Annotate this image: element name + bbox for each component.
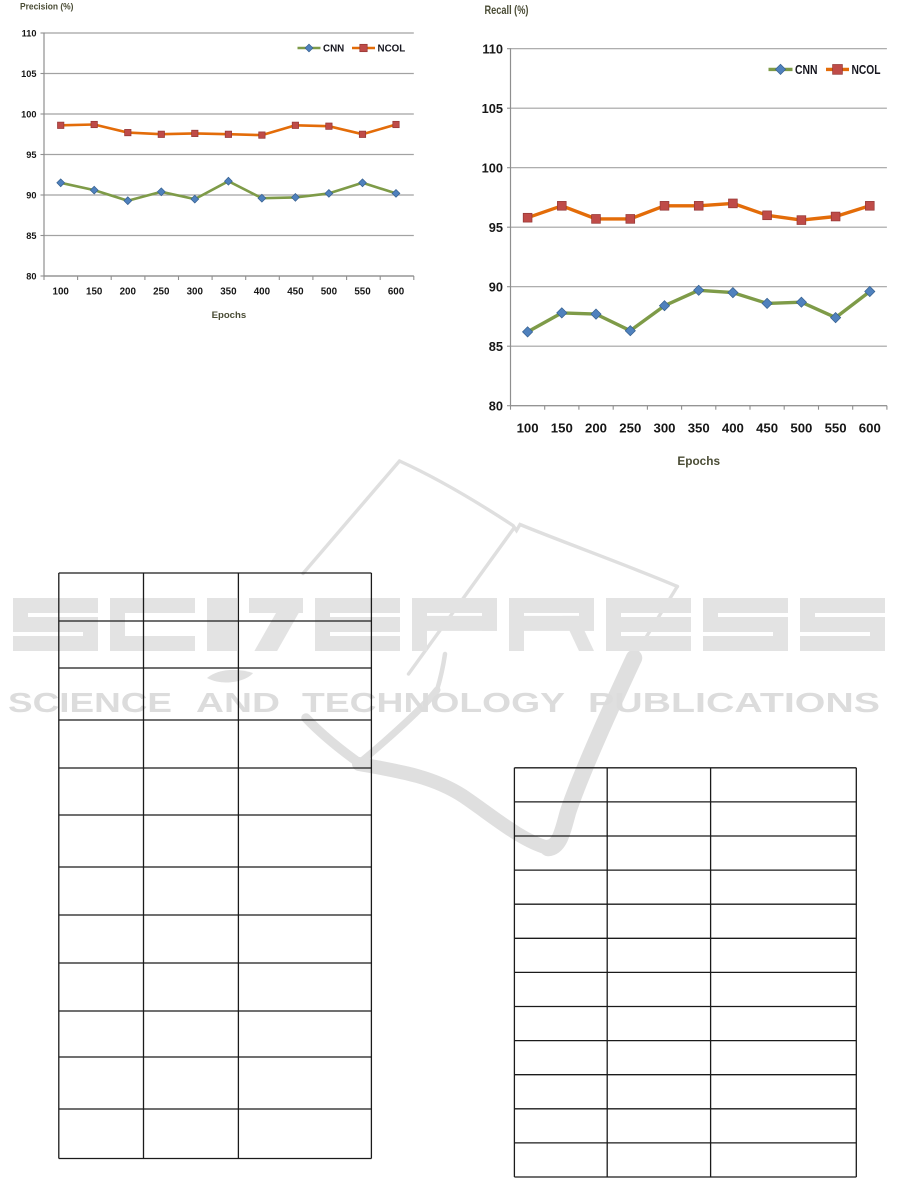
svg-text:150: 150 <box>551 421 573 436</box>
svg-text:450: 450 <box>756 421 778 436</box>
svg-text:550: 550 <box>354 287 371 298</box>
svg-text:400: 400 <box>254 287 271 298</box>
svg-text:350: 350 <box>220 287 237 298</box>
svg-text:105: 105 <box>21 69 36 79</box>
svg-text:CNN: CNN <box>795 62 818 77</box>
svg-text:NCOL: NCOL <box>852 62 881 77</box>
svg-text:95: 95 <box>26 150 36 160</box>
svg-text:TECHNOLOGY: TECHNOLOGY <box>302 687 565 718</box>
svg-text:80: 80 <box>26 271 36 281</box>
svg-text:85: 85 <box>26 231 36 241</box>
svg-text:80: 80 <box>489 399 503 414</box>
svg-text:400: 400 <box>722 421 744 436</box>
svg-text:550: 550 <box>825 421 847 436</box>
svg-text:100: 100 <box>482 161 503 176</box>
svg-text:90: 90 <box>489 280 503 295</box>
svg-text:110: 110 <box>482 42 503 57</box>
svg-text:600: 600 <box>859 421 881 436</box>
svg-text:110: 110 <box>22 28 37 38</box>
svg-text:450: 450 <box>287 287 304 298</box>
svg-text:500: 500 <box>790 421 812 436</box>
svg-text:105: 105 <box>482 101 503 116</box>
svg-text:600: 600 <box>388 287 405 298</box>
svg-text:300: 300 <box>187 287 204 298</box>
svg-text:85: 85 <box>489 339 503 354</box>
svg-text:200: 200 <box>120 287 137 298</box>
svg-text:350: 350 <box>688 421 710 436</box>
svg-text:300: 300 <box>653 421 675 436</box>
svg-text:500: 500 <box>321 287 338 298</box>
svg-text:Epochs: Epochs <box>212 310 247 321</box>
svg-text:100: 100 <box>21 109 36 119</box>
svg-text:90: 90 <box>26 190 36 200</box>
svg-text:SCIENCE: SCIENCE <box>8 687 172 718</box>
svg-text:200: 200 <box>585 421 607 436</box>
svg-text:Precision (%): Precision (%) <box>20 2 74 13</box>
svg-text:250: 250 <box>153 287 170 298</box>
svg-text:NCOL: NCOL <box>378 44 406 55</box>
svg-text:100: 100 <box>53 287 70 298</box>
svg-text:95: 95 <box>489 220 503 235</box>
svg-text:PUBLICATIONS: PUBLICATIONS <box>588 687 880 718</box>
svg-text:100: 100 <box>517 421 539 436</box>
svg-text:150: 150 <box>86 287 103 298</box>
svg-text:Recall (%): Recall (%) <box>485 3 529 17</box>
svg-text:Epochs: Epochs <box>677 454 720 468</box>
svg-text:CNN: CNN <box>323 44 344 55</box>
svg-text:250: 250 <box>619 421 641 436</box>
